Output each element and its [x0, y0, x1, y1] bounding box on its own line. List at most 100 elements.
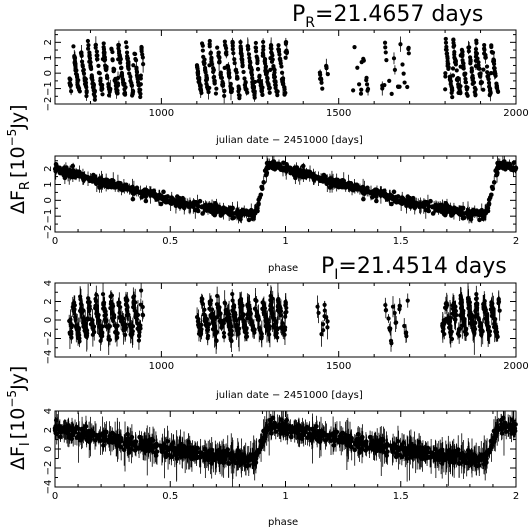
data-point	[208, 42, 212, 46]
data-point	[257, 317, 261, 321]
data-point	[214, 331, 218, 335]
data-point	[93, 90, 97, 94]
data-point	[443, 87, 447, 91]
data-point	[260, 93, 264, 97]
data-point	[161, 190, 166, 195]
y-tick-label: 0	[43, 317, 54, 323]
data-point	[488, 93, 492, 97]
data-point	[230, 90, 234, 94]
data-point	[259, 330, 263, 334]
data-point	[87, 53, 91, 57]
data-point	[269, 47, 273, 51]
data-point	[466, 301, 470, 305]
data-point	[450, 95, 454, 99]
data-point	[74, 318, 78, 322]
data-point	[101, 306, 105, 310]
x-tick-label: 2	[513, 236, 519, 247]
data-point	[448, 326, 452, 330]
data-point	[466, 296, 470, 300]
data-point	[405, 85, 409, 89]
data-point	[281, 160, 286, 165]
data-point	[91, 173, 96, 178]
data-point	[109, 47, 113, 51]
data-point	[132, 299, 136, 303]
data-point	[252, 93, 256, 97]
data-point	[194, 200, 199, 205]
data-point	[72, 309, 76, 313]
data-point	[88, 300, 92, 304]
data-point	[259, 192, 264, 197]
data-point	[485, 70, 489, 74]
data-point	[265, 325, 269, 329]
data-point	[206, 336, 210, 340]
data-point	[469, 59, 473, 63]
data-point	[459, 298, 463, 302]
data-point	[384, 58, 388, 62]
data-point	[78, 89, 82, 93]
data-point	[456, 82, 460, 86]
data-point	[485, 320, 489, 324]
y-tick-label: 4	[43, 408, 54, 414]
data-point	[479, 81, 483, 85]
data-point	[227, 71, 231, 75]
data-point	[481, 88, 485, 92]
data-point	[201, 204, 206, 209]
data-point	[125, 305, 129, 309]
data-point	[126, 187, 131, 192]
data-point	[359, 92, 363, 96]
data-point	[361, 185, 366, 190]
data-point	[230, 216, 235, 221]
data-point	[126, 61, 130, 65]
data-point	[117, 51, 121, 55]
data-point	[451, 45, 455, 49]
data-point	[139, 288, 143, 292]
data-point	[234, 323, 238, 327]
x-tick-label: 1.5	[393, 236, 409, 247]
y-tick-label: 0	[43, 70, 54, 76]
data-point	[506, 162, 511, 167]
data-point	[261, 40, 265, 44]
data-point	[441, 325, 445, 329]
data-point	[333, 179, 338, 184]
data-point	[237, 326, 241, 330]
data-point	[124, 296, 128, 300]
data-point	[95, 178, 100, 183]
data-point	[237, 332, 241, 336]
data-point	[489, 300, 493, 304]
data-point	[98, 76, 102, 80]
data-point	[461, 61, 465, 65]
data-point	[472, 80, 476, 84]
data-point	[199, 87, 203, 91]
data-point	[322, 173, 327, 178]
data-point	[259, 84, 263, 88]
x-tick-label: 1.5	[393, 491, 409, 502]
data-point	[406, 47, 410, 51]
data-point	[87, 309, 91, 313]
data-point	[489, 43, 493, 47]
data-point	[445, 203, 450, 208]
data-point	[252, 211, 257, 216]
data-point	[68, 171, 73, 176]
data-point	[211, 70, 215, 74]
data-point	[273, 429, 278, 434]
data-point	[428, 199, 433, 204]
data-point	[455, 68, 459, 72]
data-point	[119, 66, 123, 70]
data-point	[472, 330, 476, 334]
data-point	[161, 197, 166, 202]
data-point	[105, 76, 109, 80]
data-point	[444, 37, 448, 41]
data-point	[88, 64, 92, 68]
data-point	[301, 164, 306, 169]
data-point	[99, 325, 103, 329]
data-point	[96, 318, 100, 322]
panel-i-time-xlabel: julian date − 2451000 [days]	[215, 390, 363, 401]
data-point	[284, 42, 288, 46]
data-point	[90, 179, 95, 184]
data-point	[75, 328, 79, 332]
data-point	[97, 185, 102, 190]
data-point	[222, 94, 226, 98]
data-point	[243, 81, 247, 85]
data-point	[465, 85, 469, 89]
